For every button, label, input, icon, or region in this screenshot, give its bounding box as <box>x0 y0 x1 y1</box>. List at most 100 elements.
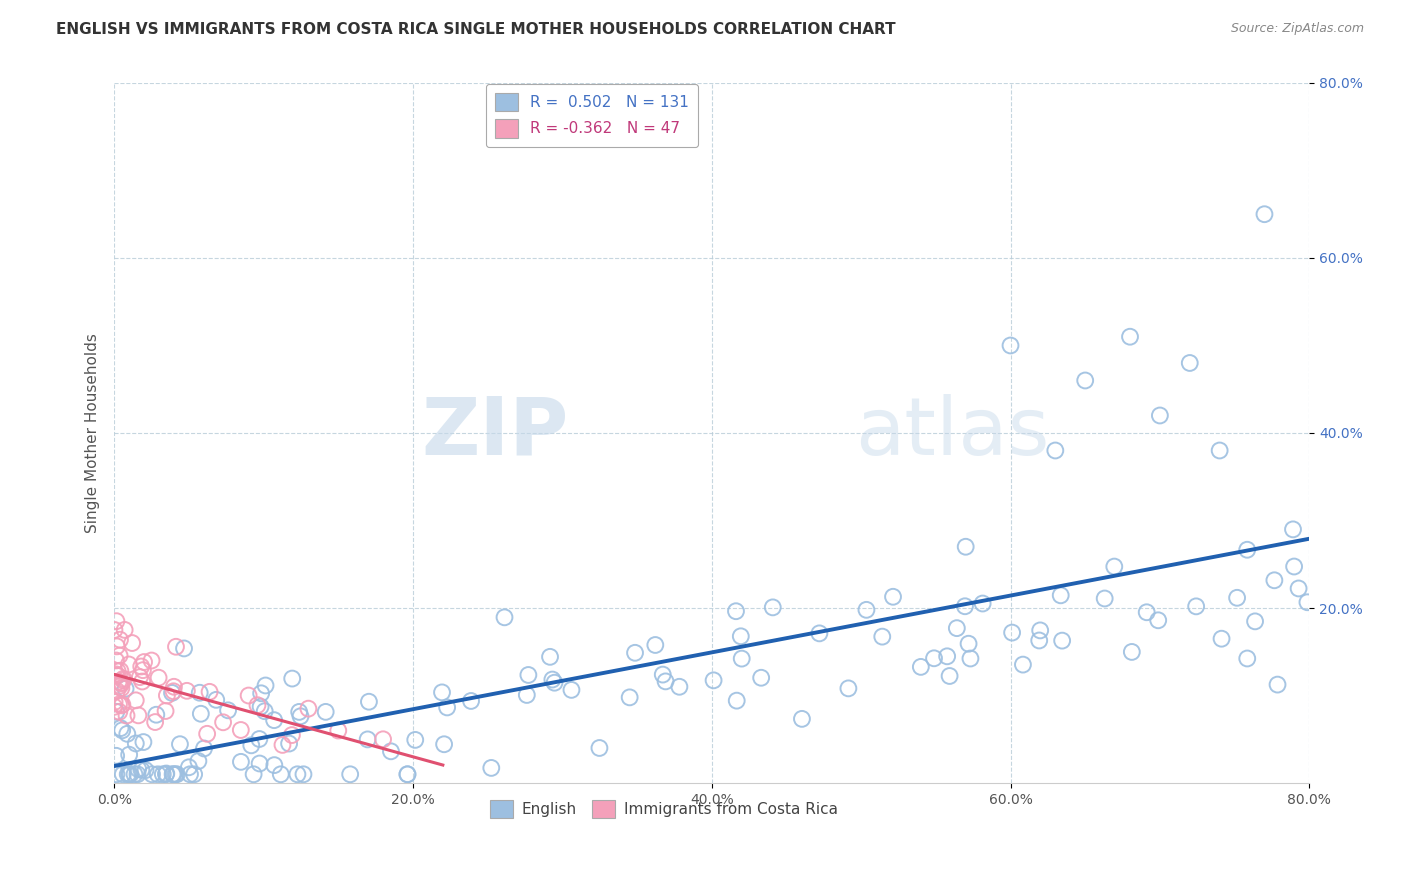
Point <box>128 670 150 684</box>
Text: ZIP: ZIP <box>420 394 568 472</box>
Point <box>105 667 128 681</box>
Point <box>1253 207 1275 221</box>
Point <box>198 685 221 699</box>
Point <box>1121 645 1143 659</box>
Point <box>173 641 195 656</box>
Point <box>127 767 149 781</box>
Point <box>146 767 169 781</box>
Point <box>938 669 960 683</box>
Point <box>762 600 785 615</box>
Point <box>328 723 350 738</box>
Point <box>703 673 725 688</box>
Point <box>125 736 148 750</box>
Point <box>1029 624 1052 638</box>
Text: Source: ZipAtlas.com: Source: ZipAtlas.com <box>1230 22 1364 36</box>
Point <box>118 767 141 781</box>
Point <box>108 705 131 719</box>
Point <box>1236 542 1258 557</box>
Point <box>162 684 184 698</box>
Point <box>731 651 754 665</box>
Point <box>108 679 131 693</box>
Point <box>560 682 582 697</box>
Point <box>166 767 188 781</box>
Point <box>1226 591 1249 605</box>
Point <box>141 653 163 667</box>
Point <box>195 727 218 741</box>
Point <box>278 737 301 751</box>
Point <box>1049 588 1071 602</box>
Point <box>288 705 311 719</box>
Point <box>1119 329 1142 343</box>
Point <box>132 655 155 669</box>
Point <box>357 695 380 709</box>
Point <box>882 590 904 604</box>
Point <box>730 629 752 643</box>
Point <box>117 767 139 781</box>
Point <box>115 708 138 723</box>
Point <box>105 669 128 683</box>
Point <box>725 693 748 707</box>
Point <box>651 667 673 681</box>
Point <box>263 758 285 772</box>
Point <box>837 681 859 696</box>
Point <box>176 683 198 698</box>
Point <box>281 672 304 686</box>
Point <box>205 693 228 707</box>
Point <box>249 699 271 714</box>
Point <box>247 731 270 746</box>
Point <box>163 680 186 694</box>
Point <box>108 698 131 712</box>
Text: atlas: atlas <box>855 394 1049 472</box>
Point <box>108 632 131 647</box>
Point <box>240 739 263 753</box>
Point <box>281 728 304 742</box>
Point <box>105 748 128 763</box>
Point <box>110 681 132 695</box>
Point <box>114 681 136 696</box>
Point <box>1267 677 1289 691</box>
Point <box>132 663 155 677</box>
Point <box>105 614 128 628</box>
Point <box>1136 605 1159 619</box>
Point <box>396 767 419 781</box>
Point <box>517 668 540 682</box>
Point <box>141 767 163 781</box>
Point <box>148 671 170 685</box>
Point <box>749 671 772 685</box>
Point <box>107 664 129 678</box>
Point <box>371 732 394 747</box>
Point <box>121 636 143 650</box>
Point <box>155 767 177 781</box>
Point <box>1236 651 1258 665</box>
Point <box>339 767 361 781</box>
Point <box>156 689 179 703</box>
Point <box>105 767 128 781</box>
Point <box>936 649 959 664</box>
Point <box>190 706 212 721</box>
Point <box>135 763 157 777</box>
Point <box>193 741 215 756</box>
Point <box>127 762 149 776</box>
Point <box>131 674 153 689</box>
Point <box>1296 595 1319 609</box>
Point <box>1244 615 1267 629</box>
Point <box>254 678 277 692</box>
Point <box>217 703 239 717</box>
Point <box>1282 559 1305 574</box>
Point <box>290 709 312 723</box>
Point <box>1094 591 1116 606</box>
Point <box>668 680 690 694</box>
Point <box>162 767 184 781</box>
Point <box>187 754 209 768</box>
Point <box>107 674 129 689</box>
Point <box>270 767 292 781</box>
Point <box>242 767 264 781</box>
Point <box>125 693 148 707</box>
Point <box>404 732 426 747</box>
Point <box>145 707 167 722</box>
Point <box>808 626 831 640</box>
Point <box>188 686 211 700</box>
Point <box>430 685 453 699</box>
Point <box>104 653 127 667</box>
Point <box>249 756 271 771</box>
